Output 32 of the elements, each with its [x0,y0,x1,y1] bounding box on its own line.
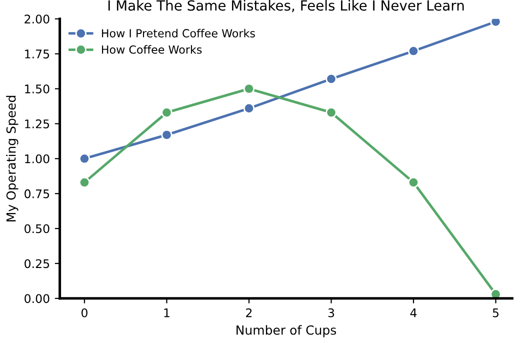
point [78,153,90,164]
y-tick-label: 1.50 [25,84,50,94]
point [161,106,172,118]
y-tick-label: 2.00 [24,14,50,24]
point [490,18,502,28]
chart-title: I Make The Same Mistakes, Feels Like I Never Learn [108,0,464,12]
point [490,288,502,298]
legend-label: How Coffee Works [102,45,202,54]
x-tick-label: 0 [82,308,88,318]
x-tick-label: 1 [164,308,170,318]
x-tick-label: 4 [410,308,417,318]
y-axis-title: My Operating Speed [6,96,18,222]
y-tick-label: 0.75 [24,189,50,198]
x-tick-label: 3 [328,308,334,318]
y-tick-label: 1.75 [25,50,50,58]
y-tick-label: 1.25 [25,119,50,128]
y-tick-label: 1.00 [25,154,50,164]
y-tick-label: 0.50 [24,224,50,234]
y-tick-label: 0.25 [24,259,50,268]
x-tick-label: 5 [492,308,498,318]
point [326,106,337,118]
point [408,176,420,188]
legend-label: How I Pretend Coffee Works [102,28,255,38]
point [78,176,90,188]
point [408,45,420,57]
point [243,102,255,114]
x-axis-title: Number of Cups [236,325,336,338]
x-tick-label: 2 [246,308,252,318]
point [326,73,337,85]
point [161,129,172,140]
point [243,83,255,94]
y-tick-label: 0.00 [24,294,50,304]
